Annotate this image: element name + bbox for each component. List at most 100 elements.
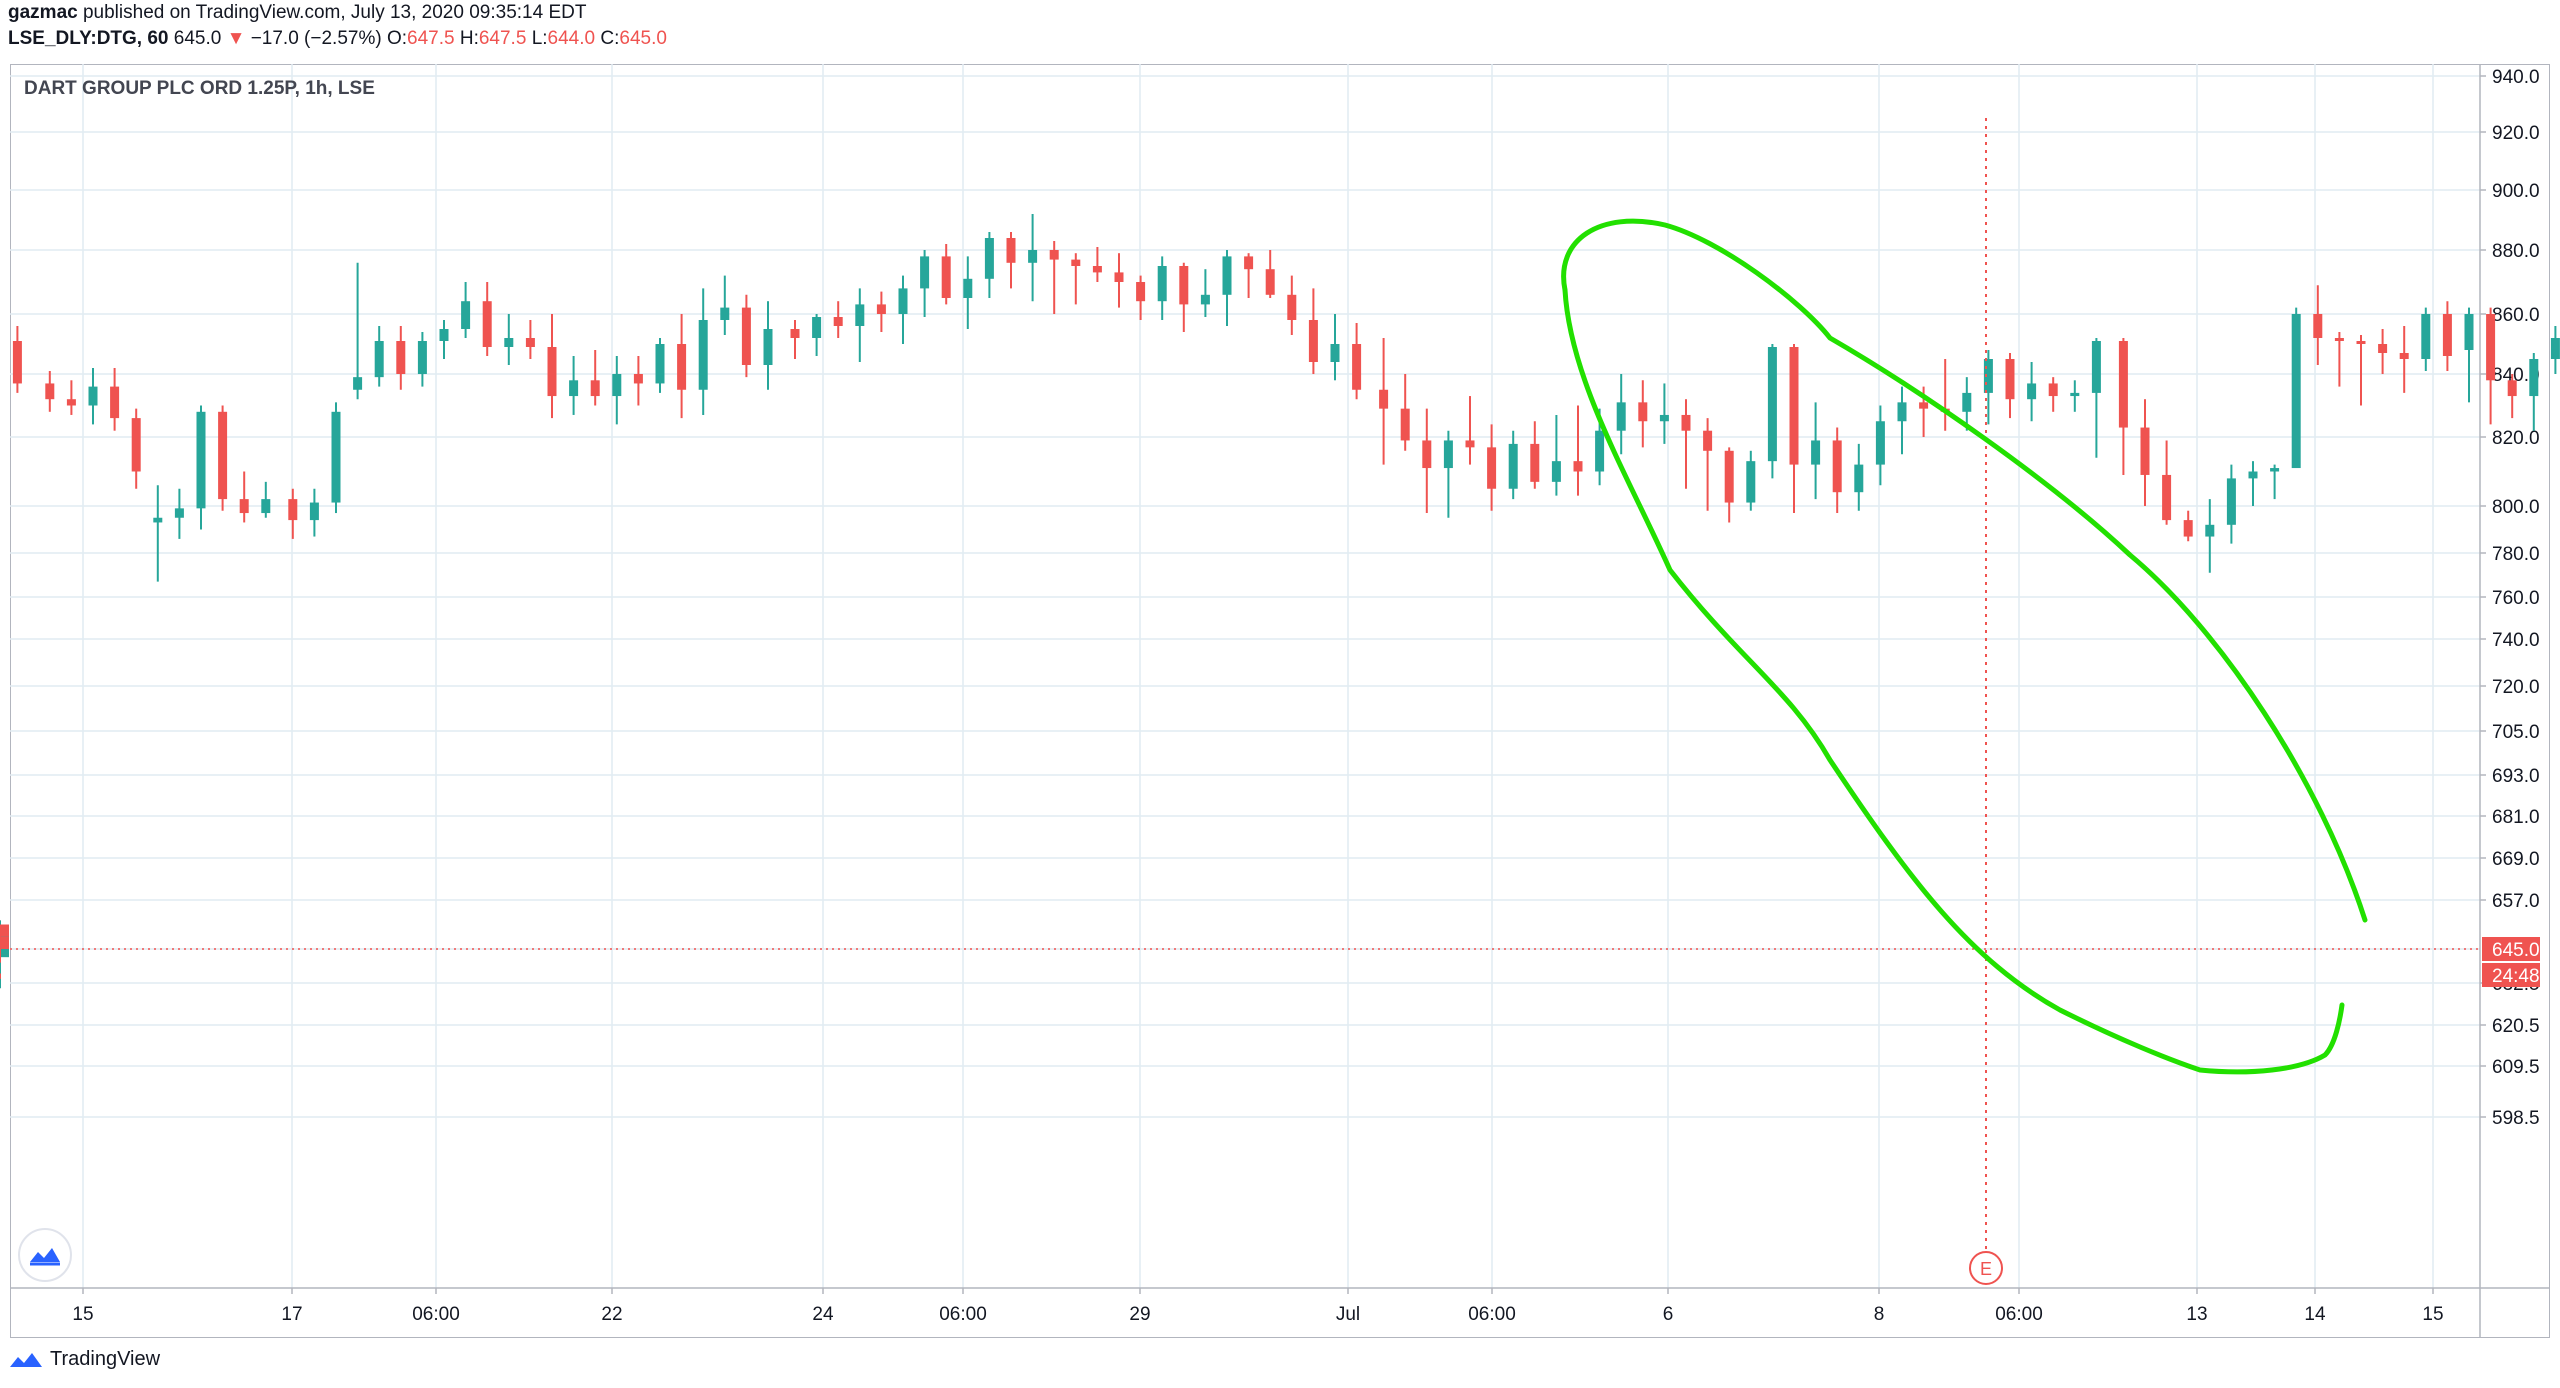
candle-body	[1616, 402, 1626, 431]
candle-body	[1114, 272, 1124, 282]
candle-body	[1028, 250, 1038, 263]
publish-info: gazmac published on TradingView.com, Jul…	[8, 2, 586, 24]
candle-body	[2048, 383, 2058, 397]
candle-body	[2291, 314, 2301, 469]
time-tick-label: 24	[812, 1304, 834, 1325]
candle-body	[2091, 341, 2101, 393]
countdown-label: 24:48	[2492, 966, 2540, 987]
tradingview-logo-icon	[30, 1248, 60, 1266]
candle-body	[396, 341, 406, 374]
candle-body	[2399, 353, 2409, 359]
candle-body	[374, 341, 384, 378]
candle-body	[920, 256, 930, 289]
candle-body	[655, 344, 665, 384]
chart-title: DART GROUP PLC ORD 1.25P, 1h, LSE	[24, 78, 375, 99]
candle-body	[12, 341, 22, 384]
candle-body	[790, 329, 800, 338]
price-tick-label: 900.0	[2492, 181, 2540, 202]
event-marker-label: E	[1980, 1259, 1992, 1279]
candle-body	[1244, 256, 1254, 270]
price-tick-label: 860.0	[2492, 305, 2540, 326]
candle-body	[131, 418, 141, 472]
candle-body	[525, 338, 535, 347]
price-tick-label: 657.0	[2492, 891, 2540, 912]
price-tick-label: 760.0	[2492, 588, 2540, 609]
candle-body	[88, 386, 98, 406]
candle-body	[45, 383, 55, 400]
candle-body	[833, 317, 843, 326]
time-tick-label: 29	[1129, 1304, 1150, 1325]
candle-body	[1422, 440, 1432, 469]
candle-body	[218, 411, 228, 500]
candle-body	[1919, 402, 1929, 409]
candle-body	[2005, 359, 2015, 400]
candle-body	[590, 380, 600, 397]
candle-body	[1379, 389, 1389, 409]
candle-body	[417, 341, 427, 374]
candle-body	[1638, 402, 1648, 422]
tradingview-logo-button[interactable]	[18, 1228, 72, 1282]
candle-body	[153, 517, 163, 523]
candle-body	[1983, 359, 1993, 393]
candle-body	[2334, 338, 2344, 341]
candle-body	[2183, 520, 2193, 537]
candle-body	[174, 508, 184, 518]
candle-body	[2118, 341, 2128, 428]
author-name[interactable]: gazmac	[8, 2, 78, 23]
price-tick-label: 780.0	[2492, 544, 2540, 565]
candle-body	[439, 329, 449, 341]
candle-body	[2205, 524, 2215, 537]
symbol-label: LSE_DLY:DTG, 60	[8, 28, 169, 49]
candle-body	[2070, 392, 2080, 397]
candle-body	[2248, 471, 2258, 479]
low-label: L:	[531, 28, 548, 49]
candle-body	[196, 411, 206, 509]
price-tick-label: 620.5	[2492, 1016, 2540, 1037]
candle-body	[941, 256, 951, 298]
close-label: C:	[600, 28, 620, 49]
candle-body	[309, 502, 319, 521]
price-change: −17.0 (−2.57%)	[250, 28, 382, 49]
candle-body	[2356, 341, 2366, 344]
candle-body	[1330, 344, 1340, 362]
candle-body	[855, 304, 865, 326]
candle-body	[0, 936, 9, 949]
candle-body	[876, 304, 886, 314]
footer-brand[interactable]: TradingView	[8, 1348, 160, 1371]
price-tick-label: 598.5	[2492, 1108, 2540, 1129]
last-price-label: 645.0	[2492, 940, 2540, 961]
candle-body	[1681, 414, 1691, 431]
candle-body	[288, 499, 298, 521]
candle-body	[1811, 440, 1821, 465]
candle-body	[741, 307, 751, 365]
price-tick-label: 681.0	[2492, 807, 2540, 828]
candle-body	[633, 374, 643, 384]
open-label: O:	[386, 28, 408, 49]
candle-body	[763, 329, 773, 365]
tradingview-icon	[10, 1352, 42, 1367]
high-value: 647.5	[478, 28, 527, 49]
candle-body	[1746, 461, 1756, 503]
candle-body	[2270, 468, 2280, 472]
candle-body	[1962, 392, 1972, 412]
annotation-lower-curve	[1562, 287, 2345, 1075]
candle-body	[261, 499, 271, 514]
annotation-upper-curve	[1561, 218, 2368, 923]
candle-body	[2313, 314, 2323, 338]
candle-body	[1854, 464, 1864, 493]
candle-body	[984, 238, 994, 279]
candle-body	[1265, 269, 1275, 295]
candle-body	[482, 301, 492, 347]
candle-body	[0, 924, 9, 937]
open-value: 647.5	[407, 28, 455, 49]
candle-body	[547, 347, 557, 397]
candle-body	[1595, 430, 1605, 472]
event-marker-icon	[1969, 1251, 2003, 1285]
price-tick-label: 800.0	[2492, 497, 2540, 518]
candle-body	[1136, 282, 1146, 302]
chart-frame	[10, 64, 2550, 1338]
candle-body	[1092, 266, 1102, 273]
candle-body	[1465, 440, 1475, 448]
candle-body	[1222, 256, 1232, 295]
